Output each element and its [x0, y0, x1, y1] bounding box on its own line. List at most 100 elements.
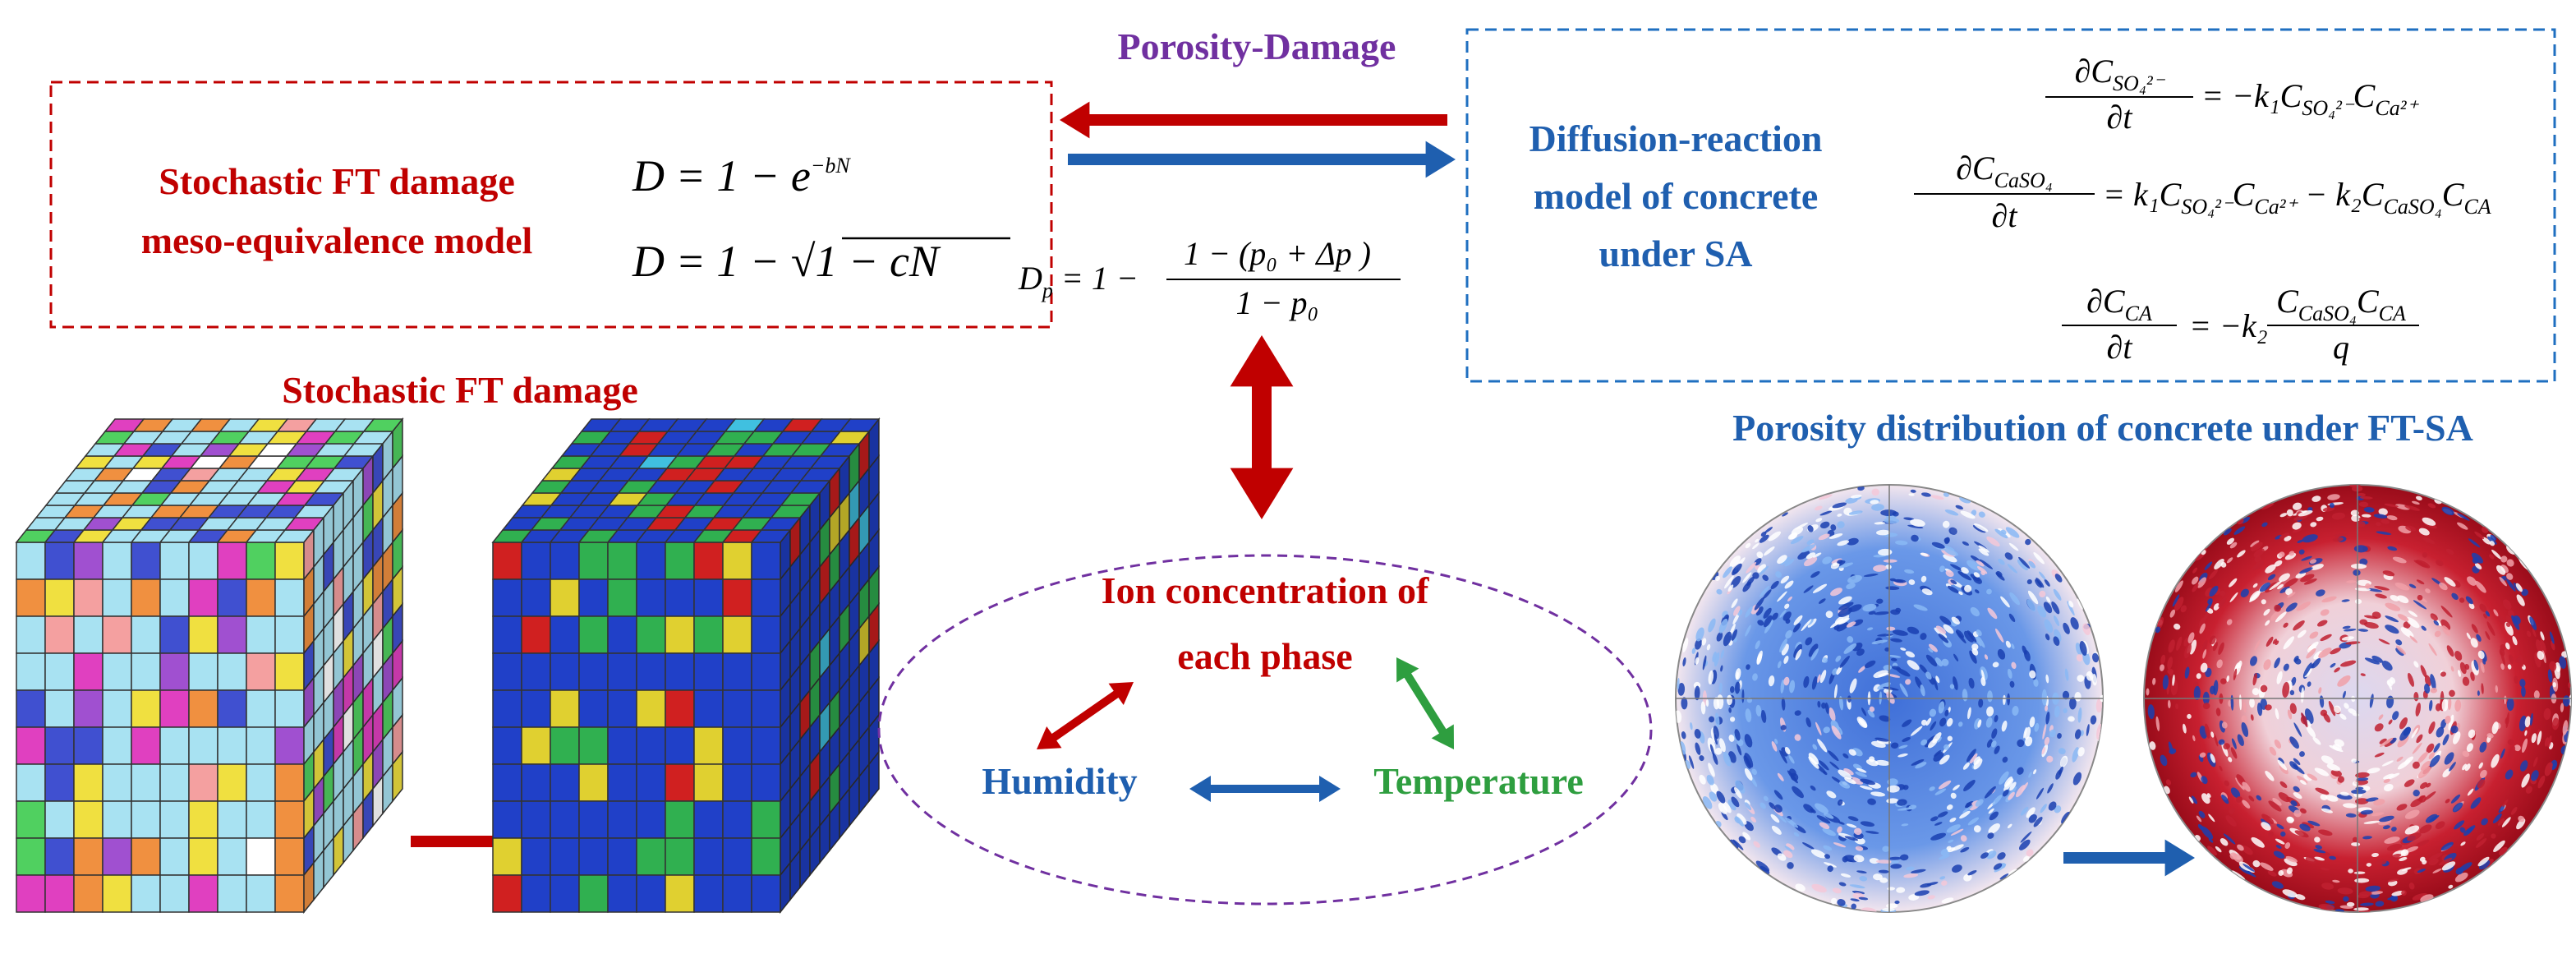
speckle	[2357, 492, 2366, 497]
speckle	[1860, 778, 1875, 786]
speckle	[2384, 836, 2400, 844]
cube-cell	[188, 837, 218, 876]
speckle	[1768, 675, 1775, 687]
eq-sub: Ca²⁺	[2254, 195, 2298, 219]
speckle	[2353, 871, 2366, 874]
cube-cell	[578, 763, 609, 802]
cube-cell	[578, 800, 609, 839]
speckle	[1723, 566, 1732, 578]
speckle	[2321, 755, 2334, 765]
speckle	[2274, 657, 2280, 669]
cube-cell	[521, 763, 551, 802]
speckle	[2327, 494, 2340, 500]
speckle	[1928, 648, 1934, 653]
speckle	[1948, 527, 1957, 535]
speckle	[1723, 631, 1732, 647]
speckle	[1908, 579, 1916, 585]
speckle	[1886, 691, 1895, 704]
speckle	[1769, 802, 1776, 809]
speckle	[1957, 571, 1972, 581]
speckle	[2201, 639, 2208, 652]
speckle	[2002, 694, 2006, 705]
speckle	[2022, 645, 2027, 655]
cube-cell	[102, 689, 132, 728]
speckle	[2314, 836, 2321, 843]
speckle	[1783, 655, 1789, 664]
speckle	[2441, 506, 2454, 516]
speckle	[2374, 723, 2384, 732]
speckle	[2192, 567, 2198, 574]
cube-cell	[751, 578, 781, 617]
speckle	[2242, 864, 2255, 872]
speckle	[1953, 653, 1959, 661]
cube-cell	[550, 837, 580, 876]
speckle	[1718, 618, 1728, 634]
cube-cell	[102, 578, 132, 617]
cube-cell	[217, 837, 247, 876]
speckle	[2537, 775, 2546, 789]
speckle	[1812, 552, 1822, 558]
speckle	[1746, 562, 1757, 574]
cube-cell	[102, 542, 132, 580]
speckle	[1755, 704, 1762, 717]
speckle	[2342, 690, 2346, 699]
speckle	[1944, 548, 1958, 556]
cube-cell	[159, 763, 190, 802]
speckle	[2269, 746, 2277, 756]
speckle	[2252, 688, 2260, 696]
speckle	[2265, 771, 2275, 781]
speckle	[1714, 747, 1723, 755]
speckle	[2187, 713, 2192, 719]
speckle	[1770, 813, 1780, 823]
speckle	[1699, 774, 1706, 785]
speckle	[2172, 674, 2175, 686]
arrow	[1068, 141, 1456, 178]
speckle	[1985, 717, 1993, 728]
cube-cell	[607, 689, 637, 728]
speckle	[2383, 778, 2390, 783]
speckle	[1793, 615, 1803, 625]
speckle	[1984, 786, 1996, 799]
speckle	[2375, 859, 2387, 865]
cube-cell	[16, 542, 46, 580]
speckle	[2334, 667, 2340, 673]
speckle	[2301, 712, 2308, 728]
cube-cell	[217, 689, 247, 728]
speckle	[1953, 676, 1958, 690]
speckle	[1750, 816, 1756, 823]
speckle	[2297, 629, 2307, 638]
speckle	[2445, 715, 2451, 724]
speckle	[2413, 661, 2419, 668]
speckle	[1846, 823, 1857, 828]
speckle	[2489, 554, 2495, 560]
speckle	[1774, 804, 1782, 813]
cube-cell	[607, 800, 637, 839]
speckle	[2562, 720, 2569, 735]
speckle	[1817, 674, 1821, 683]
speckle	[2283, 663, 2289, 671]
speckle	[1773, 790, 1783, 800]
cube-cell	[636, 837, 666, 876]
cube-cell	[102, 652, 132, 691]
speckle	[1966, 630, 1977, 643]
speckle	[1896, 667, 1911, 677]
speckle	[1804, 556, 1818, 566]
speckle	[1785, 817, 1799, 828]
speckle	[1878, 548, 1893, 556]
speckle	[2408, 610, 2418, 617]
speckle	[1736, 671, 1739, 680]
speckle	[2472, 557, 2479, 564]
speckle	[1755, 538, 1760, 543]
speckle	[1794, 734, 1801, 741]
cube-cell	[274, 578, 305, 617]
speckle	[1695, 742, 1701, 755]
speckle	[1727, 584, 1734, 592]
speckle	[2025, 538, 2031, 546]
speckle	[1810, 648, 1819, 661]
speckle	[1994, 715, 1999, 723]
speckle	[2274, 604, 2281, 612]
speckle	[1826, 790, 1837, 799]
speckle	[2432, 868, 2442, 873]
speckle	[1870, 500, 1879, 505]
cube-cell	[751, 837, 781, 876]
